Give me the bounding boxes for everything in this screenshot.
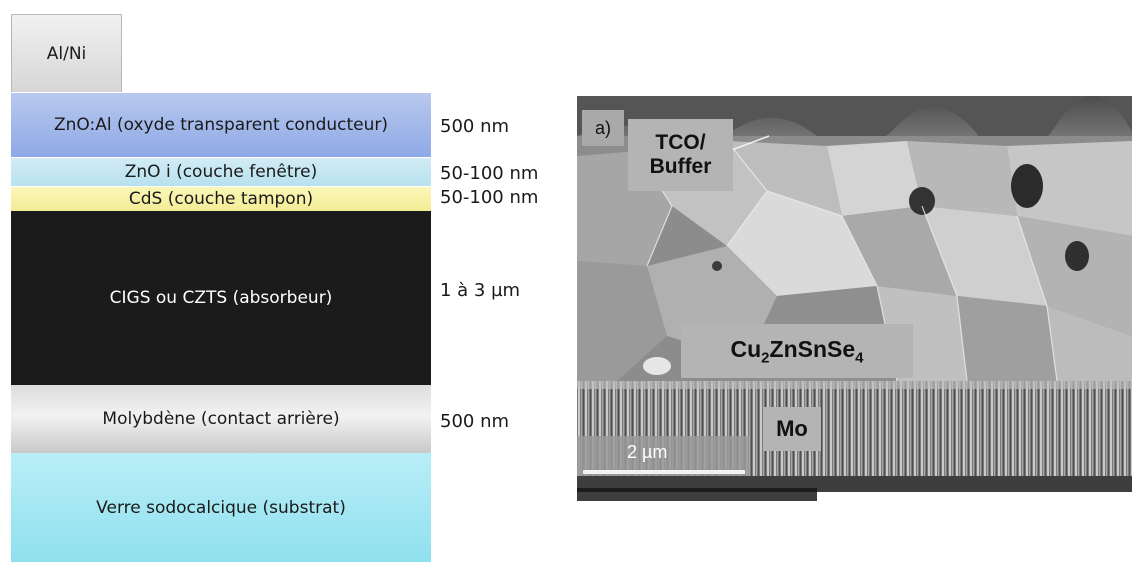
layer-absorber: CIGS ou CZTS (absorbeur) [11, 211, 431, 385]
thickness-zno-i: 50-100 nm [440, 163, 539, 184]
absorber-formula: Cu2ZnSnSe4 [731, 336, 864, 367]
thickness-molybdenum: 500 nm [440, 411, 510, 432]
mo-label: Mo [763, 407, 821, 451]
layer-molybdenum-label: Molybdène (contact arrière) [102, 409, 340, 429]
formula-znsnse: ZnSnSe [769, 335, 856, 362]
layer-cds: CdS (couche tampon) [11, 187, 431, 211]
layer-zno-al: ZnO:Al (oxyde transparent conducteur) [11, 93, 431, 157]
tco-label-line2: Buffer [649, 155, 712, 178]
al-ni-label: Al/Ni [46, 43, 87, 64]
mo-label-text: Mo [776, 416, 808, 441]
layer-zno-al-label: ZnO:Al (oxyde transparent conducteur) [53, 115, 389, 135]
al-ni-contact: Al/Ni [11, 14, 122, 92]
sem-micrograph: a) TCO/ Buffer Cu2ZnSnSe4 Mo 2 µm [577, 96, 1132, 501]
layer-zno-i: ZnO i (couche fenêtre) [11, 158, 431, 186]
panel-label: a) [582, 110, 624, 146]
absorber-label: Cu2ZnSnSe4 [681, 324, 913, 378]
panel-label-text: a) [594, 117, 611, 138]
scale-bar-label: 2 µm [627, 442, 668, 462]
layer-zno-i-label: ZnO i (couche fenêtre) [124, 162, 318, 182]
formula-cu: Cu [730, 335, 762, 362]
tco-label-line1: TCO/ [655, 130, 706, 154]
tco-buffer-label: TCO/ Buffer [628, 119, 733, 191]
layer-glass-substrate-label: Verre sodocalcique (substrat) [96, 497, 346, 518]
thickness-zno-al: 500 nm [440, 116, 510, 137]
layer-cds-label: CdS (couche tampon) [128, 189, 314, 209]
thickness-cds: 50-100 nm [440, 187, 539, 208]
layer-molybdenum: Molybdène (contact arrière) [11, 385, 431, 453]
layer-absorber-label: CIGS ou CZTS (absorbeur) [109, 288, 333, 308]
formula-sub-4: 4 [855, 349, 864, 367]
formula-sub-2: 2 [761, 349, 770, 367]
layer-glass-substrate: Verre sodocalcique (substrat) [11, 453, 431, 562]
thickness-absorber: 1 à 3 µm [440, 280, 521, 301]
